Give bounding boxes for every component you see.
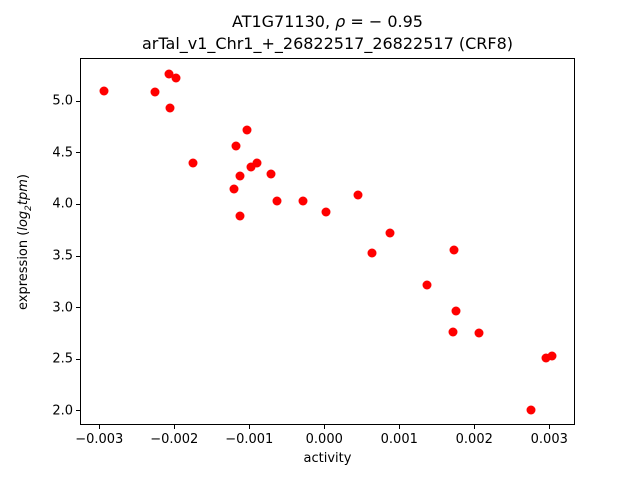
chart-title: AT1G71130, ρ = − 0.95 arTal_v1_Chr1_+_26… (80, 11, 575, 55)
scatter-point (474, 328, 484, 338)
y-axis-label-suffix: ) (16, 174, 32, 180)
scatter-point (367, 248, 377, 258)
y-axis-label-prefix: expression ( (16, 230, 32, 310)
title-rho-value: = − 0.95 (345, 12, 423, 31)
x-tick (398, 425, 400, 429)
y-tick-label: 2.0 (52, 403, 73, 419)
y-axis-label-log: log (16, 210, 32, 231)
y-axis-label: expression (log2tpm) (16, 174, 34, 310)
x-tick-label: 0.003 (530, 432, 568, 447)
scatter-point (246, 162, 256, 172)
x-tick-label: −0.001 (225, 432, 274, 447)
y-tick (76, 203, 80, 205)
x-tick-label: 0.001 (380, 432, 418, 447)
chart-subtitle: arTal_v1_Chr1_+_26822517_26822517 (CRF8) (142, 34, 513, 53)
scatter-point (448, 327, 458, 337)
scatter-point (385, 228, 395, 238)
scatter-point (266, 169, 276, 179)
y-tick-label: 2.5 (52, 351, 73, 367)
x-tick (473, 425, 475, 429)
x-tick-label: −0.003 (75, 432, 124, 447)
scatter-point (229, 184, 239, 194)
title-gene-id: AT1G71130, (232, 12, 336, 31)
x-tick-label: 0.000 (305, 432, 343, 447)
scatter-point (451, 306, 461, 316)
y-tick-label: 3.0 (52, 300, 73, 316)
scatter-point (235, 211, 245, 221)
x-tick (323, 425, 325, 429)
scatter-point (99, 86, 109, 96)
y-tick-label: 5.0 (52, 93, 73, 109)
scatter-point (150, 87, 160, 97)
y-tick (76, 255, 80, 257)
scatter-point (449, 245, 459, 255)
scatter-point (242, 125, 252, 135)
x-tick (548, 425, 550, 429)
scatter-point (321, 207, 331, 217)
y-tick (76, 307, 80, 309)
chart-title-line1: AT1G71130, ρ = − 0.95 (80, 11, 575, 33)
y-tick (76, 410, 80, 412)
x-tick-label: 0.002 (455, 432, 493, 447)
scatter-point (298, 196, 308, 206)
scatter-point (164, 69, 174, 79)
x-axis-label: activity (303, 451, 352, 466)
scatter-point (165, 103, 175, 113)
scatter-point (353, 190, 363, 200)
x-tick (248, 425, 250, 429)
x-tick-label: −0.002 (150, 432, 199, 447)
x-tick (173, 425, 175, 429)
scatter-point (231, 141, 241, 151)
x-tick (98, 425, 100, 429)
scatter-point (171, 73, 181, 83)
scatter-point (272, 196, 282, 206)
y-tick (76, 100, 80, 102)
rho-symbol: ρ (335, 12, 346, 31)
y-tick (76, 358, 80, 360)
scatter-point (422, 280, 432, 290)
scatter-point (252, 158, 262, 168)
plot-frame (80, 58, 575, 425)
y-tick-label: 3.5 (52, 248, 73, 264)
scatter-point (541, 353, 551, 363)
y-tick-label: 4.5 (52, 145, 73, 161)
scatter-point (526, 405, 536, 415)
y-tick-label: 4.0 (52, 196, 73, 212)
scatter-point (547, 351, 557, 361)
scatter-point (188, 158, 198, 168)
y-tick (76, 152, 80, 154)
scatter-point (235, 171, 245, 181)
